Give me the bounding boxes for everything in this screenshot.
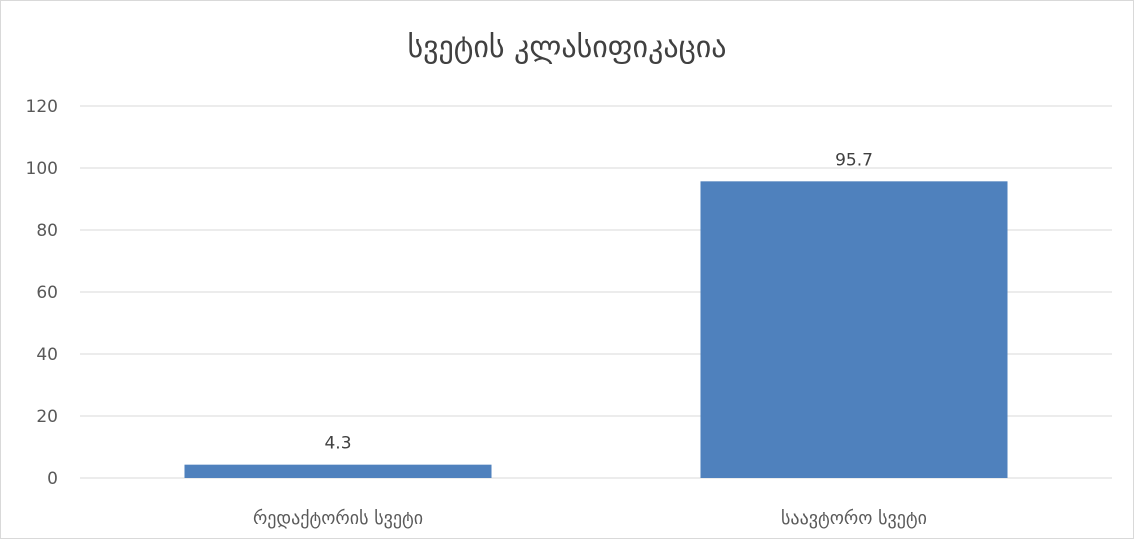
- category-label-2: საავტორო სვეტი: [781, 508, 927, 529]
- y-tick-label: 0: [47, 469, 58, 489]
- y-tick-label: 20: [36, 407, 58, 427]
- y-tick-label: 60: [36, 283, 58, 303]
- bars: [184, 181, 1008, 478]
- bar-1: [184, 464, 492, 478]
- data-labels: 4.3 95.7: [324, 150, 872, 453]
- y-tick-label: 40: [36, 345, 58, 365]
- category-label-1: რედაქტორის სვეტი: [253, 508, 423, 529]
- y-tick-label: 100: [26, 159, 58, 179]
- data-label-2: 95.7: [835, 150, 873, 170]
- y-axis-tick-labels: 0 20 40 60 80 100 120: [26, 97, 58, 489]
- bar-2: [700, 181, 1008, 478]
- y-tick-label: 120: [26, 97, 58, 117]
- data-label-1: 4.3: [324, 434, 351, 454]
- category-labels: რედაქტორის სვეტი საავტორო სვეტი: [253, 508, 927, 529]
- chart-title: სვეტის კლასიფიკაცია: [407, 30, 727, 65]
- y-tick-label: 80: [36, 221, 58, 241]
